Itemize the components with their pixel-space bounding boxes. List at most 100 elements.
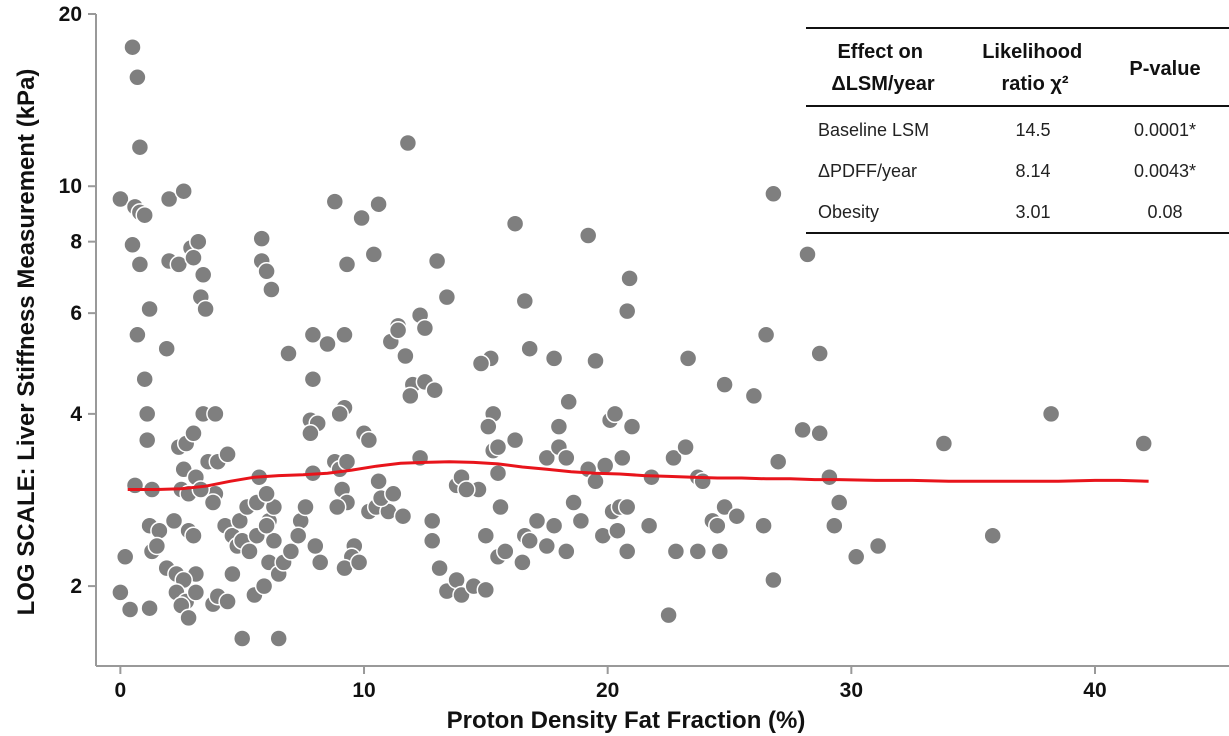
data-point <box>184 248 203 267</box>
stats-table: Effect on ΔLSM/year Likelihood ratio χ² … <box>806 14 1229 238</box>
data-point <box>559 392 578 412</box>
data-point <box>384 484 403 504</box>
table-cell-pvalue: 0.0001* <box>1134 120 1196 140</box>
data-point <box>868 536 888 556</box>
table-cell-effect: Baseline LSM <box>818 120 929 140</box>
data-point <box>564 493 583 512</box>
data-point <box>223 564 242 584</box>
data-point <box>330 404 349 424</box>
data-point <box>427 251 447 271</box>
data-point <box>159 189 179 209</box>
data-point <box>505 430 525 450</box>
data-point <box>325 192 345 211</box>
data-point <box>115 547 135 567</box>
data-point <box>754 516 773 535</box>
data-point <box>934 434 954 453</box>
data-point <box>359 430 379 450</box>
data-point <box>520 339 539 358</box>
table-header-pvalue: P-value <box>1129 58 1200 80</box>
data-point <box>135 369 154 389</box>
data-point <box>488 463 508 483</box>
data-point <box>269 629 288 648</box>
data-point <box>617 497 637 517</box>
data-point <box>257 484 276 504</box>
data-point <box>196 299 215 319</box>
data-point <box>595 456 615 475</box>
data-point <box>398 133 418 153</box>
table-cell-pvalue: 0.08 <box>1147 202 1182 222</box>
data-point <box>252 229 271 248</box>
data-point <box>829 493 849 512</box>
data-point <box>301 424 320 443</box>
data-point <box>605 404 625 424</box>
data-point <box>137 430 157 450</box>
data-point <box>688 542 708 561</box>
axes <box>95 14 1229 667</box>
data-point <box>150 521 169 540</box>
data-point <box>147 536 167 556</box>
data-point <box>257 262 276 281</box>
x-axis-title: Proton Density Fat Fraction (%) <box>447 707 806 734</box>
data-point <box>496 542 515 561</box>
data-point <box>262 280 281 299</box>
data-point <box>727 506 747 526</box>
data-point <box>232 629 252 648</box>
data-point <box>157 339 176 358</box>
data-point <box>337 255 357 274</box>
data-point <box>140 598 159 618</box>
y-ticks: 2 4 6 8 10 20 <box>59 3 96 598</box>
data-point <box>710 542 730 561</box>
data-point <box>303 325 323 345</box>
data-point <box>401 386 420 406</box>
data-point <box>393 506 413 526</box>
table-header-likelihood: Likelihood ratio χ² <box>982 41 1088 95</box>
data-point <box>135 205 154 225</box>
data-point <box>617 301 637 321</box>
data-point <box>983 526 1002 545</box>
data-point <box>513 553 532 572</box>
data-point <box>422 531 442 551</box>
table-cell-chi2: 8.14 <box>1015 161 1050 181</box>
data-point <box>218 445 237 464</box>
data-point <box>715 497 734 517</box>
data-point <box>164 511 184 531</box>
data-point <box>620 269 639 288</box>
data-point <box>708 516 727 535</box>
data-point <box>476 580 496 600</box>
data-point <box>123 37 142 57</box>
y-axis-title: LOG SCALE: Liver Stiffness Measurement (… <box>13 69 40 616</box>
table-cell-effect: Obesity <box>818 202 879 222</box>
data-point <box>810 344 829 363</box>
data-point <box>520 531 539 551</box>
data-point <box>505 214 525 233</box>
data-point <box>369 472 388 491</box>
data-point <box>189 232 208 251</box>
data-point <box>608 521 627 540</box>
data-point <box>578 226 598 245</box>
data-point <box>396 346 415 366</box>
data-point <box>659 605 678 625</box>
table-cell-pvalue: 0.0043* <box>1134 161 1196 181</box>
data-point <box>111 189 130 209</box>
data-point <box>174 181 193 201</box>
data-point <box>1134 434 1153 453</box>
data-point <box>415 318 435 338</box>
data-point <box>425 380 444 400</box>
data-point <box>422 511 442 531</box>
data-point <box>206 404 225 424</box>
data-point <box>537 448 557 468</box>
data-point <box>693 472 712 491</box>
data-point <box>571 511 591 531</box>
data-point <box>123 235 142 255</box>
data-point <box>825 516 844 535</box>
data-point <box>666 542 686 561</box>
data-point <box>768 452 788 471</box>
data-point <box>544 516 564 535</box>
data-point <box>303 369 323 389</box>
data-point <box>179 608 198 628</box>
y-tick-label: 8 <box>70 231 82 254</box>
data-point <box>471 354 491 373</box>
y-tick-label: 6 <box>70 302 82 325</box>
data-point <box>744 386 764 406</box>
